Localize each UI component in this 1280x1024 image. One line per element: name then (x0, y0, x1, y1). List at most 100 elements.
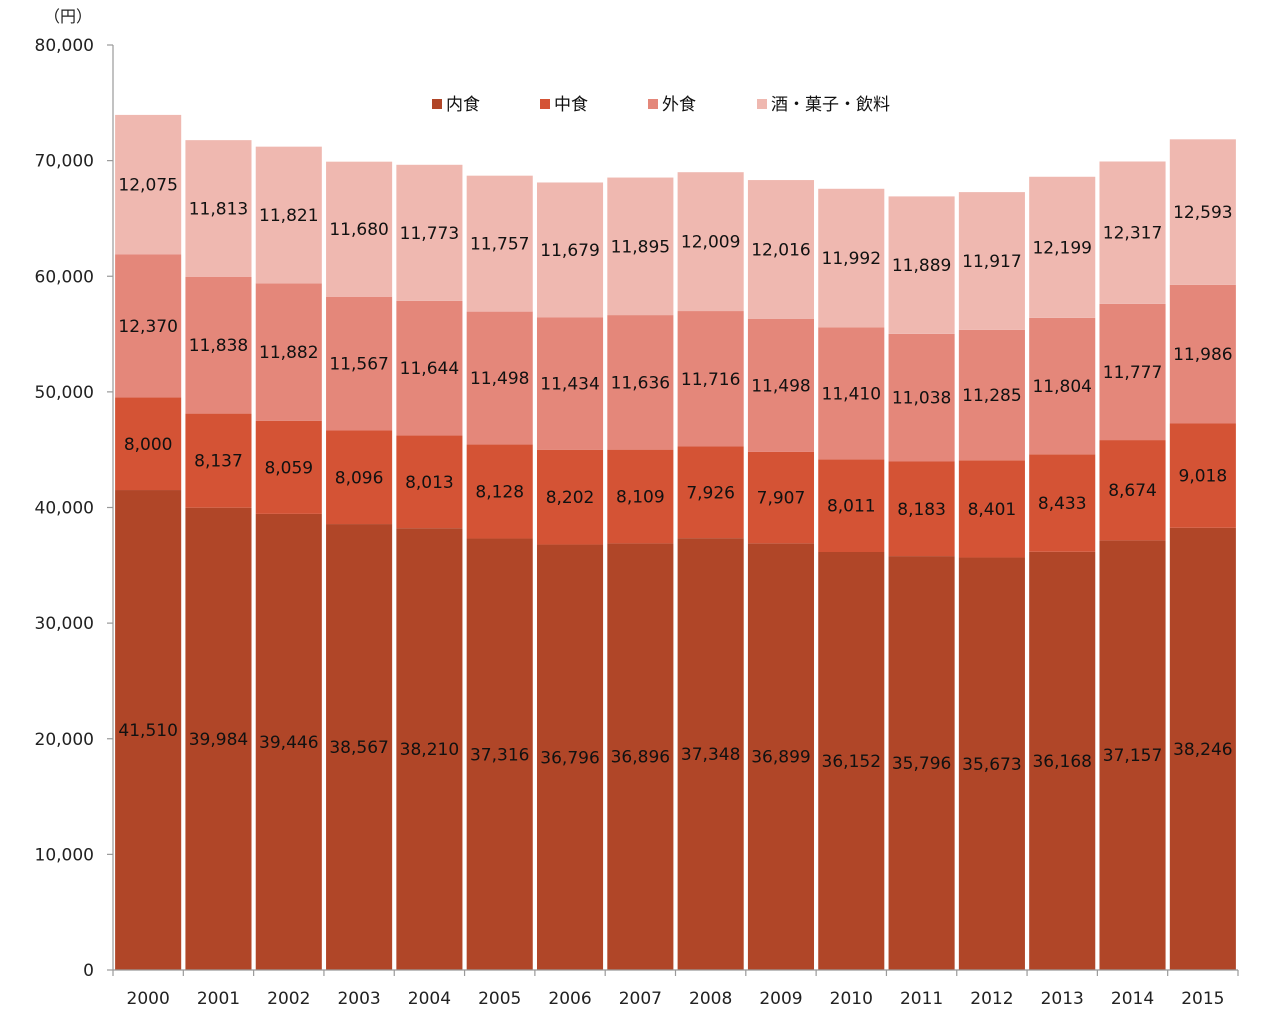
data-label-2007-series-1: 8,109 (616, 488, 665, 508)
data-label-2000-series-2: 12,370 (118, 317, 177, 337)
y-tick-label-5: 50,000 (35, 383, 94, 403)
data-label-2005-series-2: 11,498 (470, 369, 529, 389)
x-tick-label-2005: 2005 (478, 989, 521, 1009)
data-label-2011-series-1: 8,183 (897, 500, 946, 520)
x-tick-label-2002: 2002 (267, 989, 310, 1009)
bar-2008-series-2 (677, 311, 744, 447)
bar-2012-series-0 (958, 557, 1025, 970)
data-label-2008-series-1: 7,926 (686, 483, 735, 503)
data-label-2012-series-2: 11,285 (962, 386, 1021, 406)
data-label-2010-series-1: 8,011 (827, 497, 876, 517)
bar-2001-series-0 (185, 507, 252, 970)
x-tick-label-2006: 2006 (548, 989, 591, 1009)
data-label-2006-series-0: 36,796 (540, 748, 599, 768)
data-label-2002-series-0: 39,446 (259, 733, 318, 753)
x-tick-label-2015: 2015 (1181, 989, 1224, 1009)
x-tick-label-2014: 2014 (1111, 989, 1154, 1009)
bar-2005-series-3 (466, 175, 533, 312)
x-tick-label-2009: 2009 (759, 989, 802, 1009)
bar-2011-series-1 (888, 461, 955, 557)
data-label-2003-series-3: 11,680 (329, 220, 388, 240)
bar-2006-series-1 (536, 449, 604, 545)
legend-label-2: 外食 (662, 95, 696, 115)
data-label-2001-series-0: 39,984 (189, 730, 248, 750)
data-label-2007-series-2: 11,636 (611, 373, 670, 393)
bar-2015-series-1 (1169, 423, 1236, 528)
data-label-2008-series-3: 12,009 (681, 233, 740, 253)
data-label-2015-series-0: 38,246 (1173, 740, 1232, 760)
data-label-2011-series-2: 11,038 (892, 389, 951, 409)
bar-2000-series-0 (115, 490, 182, 970)
data-label-2012-series-1: 8,401 (968, 500, 1017, 520)
y-tick-label-1: 10,000 (35, 845, 94, 865)
x-tick-label-2013: 2013 (1041, 989, 1084, 1009)
bar-2007-series-2 (607, 315, 674, 450)
data-label-2013-series-1: 8,433 (1038, 494, 1087, 514)
bar-2010-series-0 (818, 551, 885, 970)
bar-2003-series-2 (326, 296, 393, 431)
data-label-2003-series-0: 38,567 (329, 738, 388, 758)
legend-label-1: 中食 (554, 95, 588, 115)
bar-2007-series-0 (607, 543, 674, 970)
bar-2004-series-3 (396, 164, 463, 301)
x-tick-label-2012: 2012 (970, 989, 1013, 1009)
y-axis-unit-label: （円） (44, 7, 92, 26)
bar-2008-series-3 (677, 172, 744, 312)
data-label-2002-series-2: 11,882 (259, 343, 318, 363)
data-label-2015-series-3: 12,593 (1173, 203, 1232, 223)
bar-2002-series-3 (255, 146, 322, 284)
x-tick-label-2001: 2001 (197, 989, 240, 1009)
data-label-2007-series-3: 11,895 (611, 237, 670, 257)
bar-2002-series-2 (255, 283, 322, 421)
bar-2014-series-1 (1099, 440, 1166, 541)
data-label-2015-series-1: 9,018 (1179, 467, 1228, 487)
legend: 内食 中食 外食 酒・菓子・飲料 (432, 95, 890, 115)
legend-label-3: 酒・菓子・飲料 (771, 95, 890, 115)
data-label-2012-series-3: 11,917 (962, 252, 1021, 272)
legend-swatch-1 (540, 99, 550, 109)
data-label-2012-series-0: 35,673 (962, 755, 1021, 775)
bar-2013-series-0 (1029, 551, 1096, 970)
bar-2015-series-2 (1169, 284, 1236, 424)
y-tick-label-8: 80,000 (35, 36, 94, 56)
bar-2011-series-2 (888, 333, 955, 462)
y-tick-label-7: 70,000 (35, 152, 94, 172)
data-label-2005-series-0: 37,316 (470, 745, 529, 765)
data-label-2009-series-1: 7,907 (757, 489, 806, 509)
bar-2013-series-1 (1029, 454, 1096, 552)
bar-2000-series-3 (115, 114, 182, 255)
x-tick-label-2008: 2008 (689, 989, 732, 1009)
bar-2004-series-0 (396, 528, 463, 970)
bar-2003-series-0 (326, 524, 393, 970)
data-label-2010-series-2: 11,410 (822, 384, 881, 404)
data-label-2013-series-2: 11,804 (1032, 377, 1091, 397)
bar-2007-series-3 (607, 177, 674, 316)
bars-group (115, 114, 1236, 970)
bar-2010-series-1 (818, 459, 885, 552)
bar-2006-series-3 (536, 182, 604, 318)
x-tick-label-2003: 2003 (337, 989, 380, 1009)
data-label-2013-series-3: 12,199 (1032, 238, 1091, 258)
bar-2013-series-2 (1029, 317, 1096, 455)
x-tick-label-2011: 2011 (900, 989, 943, 1009)
data-label-2002-series-1: 8,059 (264, 458, 313, 478)
bar-2005-series-1 (466, 444, 533, 539)
legend-swatch-2 (648, 99, 658, 109)
bar-2004-series-1 (396, 435, 463, 529)
bar-2012-series-3 (958, 192, 1025, 330)
data-label-2001-series-2: 11,838 (189, 336, 248, 356)
data-label-2005-series-1: 8,128 (475, 483, 524, 503)
data-label-2001-series-3: 11,813 (189, 199, 248, 219)
data-label-2011-series-0: 35,796 (892, 754, 951, 774)
bar-2003-series-3 (326, 161, 393, 297)
legend-label-0: 内食 (446, 95, 480, 115)
bar-2000-series-1 (115, 397, 182, 491)
data-label-2009-series-2: 11,498 (751, 376, 810, 396)
bar-2012-series-2 (958, 329, 1025, 461)
data-label-2006-series-1: 8,202 (546, 488, 595, 508)
legend-swatch-3 (757, 99, 767, 109)
bar-2006-series-0 (536, 544, 604, 970)
data-label-2003-series-1: 8,096 (335, 468, 384, 488)
bar-2014-series-0 (1099, 540, 1166, 970)
bar-2010-series-3 (818, 188, 885, 328)
